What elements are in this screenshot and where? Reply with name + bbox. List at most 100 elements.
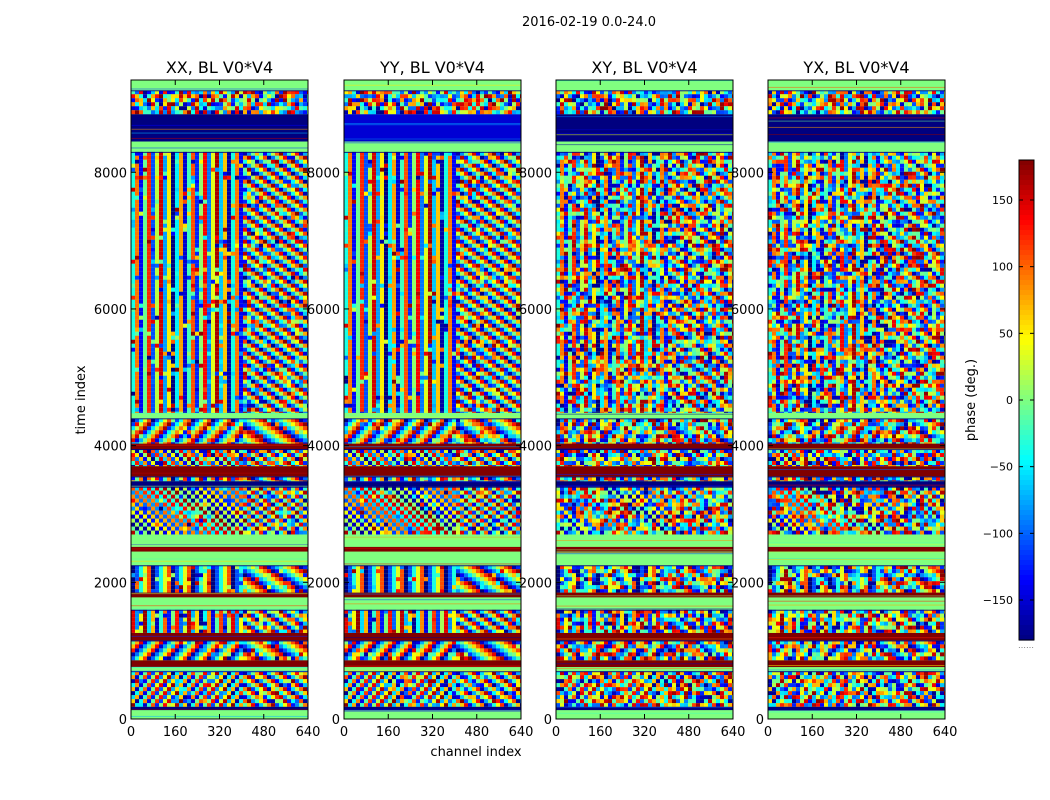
y-tick-label: 8000 xyxy=(307,166,340,181)
colorbar-segment xyxy=(1019,600,1034,606)
time-band xyxy=(131,418,308,444)
time-band xyxy=(131,632,308,641)
colorbar-segment xyxy=(1019,210,1034,216)
time-band xyxy=(344,546,521,552)
colorbar-segment xyxy=(1019,455,1034,461)
colorbar-segment xyxy=(1019,245,1034,251)
time-band xyxy=(131,534,308,547)
time-band xyxy=(344,90,521,115)
colorbar-segment xyxy=(1019,500,1034,506)
time-band xyxy=(131,565,308,593)
time-band xyxy=(556,141,733,152)
colorbar-segment xyxy=(1019,460,1034,466)
y-axis-label: time index xyxy=(74,365,89,434)
time-band xyxy=(344,449,521,467)
time-band xyxy=(768,534,945,547)
y-tick-label: 6000 xyxy=(307,303,340,318)
y-tick-label: 6000 xyxy=(519,303,552,318)
colorbar-segment xyxy=(1019,385,1034,391)
time-band xyxy=(768,632,945,641)
colorbar-segment xyxy=(1019,540,1034,546)
x-tick-label: 320 xyxy=(420,725,445,740)
colorbar-segment xyxy=(1019,395,1034,401)
colorbar-segment xyxy=(1019,275,1034,281)
time-band xyxy=(768,443,945,450)
panel-xx: XX, BL V0*V4 0 160 320 480 640 0 2000 4000 6000 80… xyxy=(94,58,321,740)
time-band xyxy=(768,418,945,444)
colorbar-segment xyxy=(1019,205,1034,211)
time-band xyxy=(131,412,308,419)
time-band xyxy=(131,546,308,552)
colorbar-tick-label: −50 xyxy=(990,461,1013,474)
time-band xyxy=(768,476,945,482)
colorbar-segment xyxy=(1019,355,1034,361)
colorbar-segment xyxy=(1019,490,1034,496)
colorbar-segment xyxy=(1019,515,1034,521)
time-band xyxy=(556,90,733,115)
colorbar-segment xyxy=(1019,315,1034,321)
time-band xyxy=(344,632,521,641)
x-tick-label: 160 xyxy=(800,725,825,740)
time-band xyxy=(556,597,733,610)
time-band xyxy=(344,114,521,142)
phase-image xyxy=(768,80,945,719)
time-band xyxy=(131,660,308,668)
time-band xyxy=(344,640,521,661)
colorbar-tick-label: 150 xyxy=(992,194,1013,207)
colorbar-segment xyxy=(1019,480,1034,486)
time-band xyxy=(556,418,733,444)
colorbar-segment xyxy=(1019,250,1034,256)
colorbar-segment xyxy=(1019,350,1034,356)
colorbar-segment xyxy=(1019,285,1034,291)
x-tick-label: 0 xyxy=(764,725,772,740)
y-tick-label: 0 xyxy=(756,713,764,728)
time-band xyxy=(344,551,521,566)
time-band xyxy=(131,141,308,152)
colorbar-segment xyxy=(1019,360,1034,366)
colorbar-segment xyxy=(1019,440,1034,446)
colorbar-segment xyxy=(1019,590,1034,596)
y-tick-label: 2000 xyxy=(94,576,127,591)
panel-title: XY, BL V0*V4 xyxy=(591,58,697,77)
time-band xyxy=(344,534,521,547)
colorbar-segment xyxy=(1019,415,1034,421)
colorbar-segment xyxy=(1019,375,1034,381)
time-band xyxy=(344,565,521,593)
colorbar-segment xyxy=(1019,335,1034,341)
time-band xyxy=(768,660,945,668)
time-band xyxy=(556,466,733,477)
colorbar-segment xyxy=(1019,340,1034,346)
phase-image xyxy=(344,80,521,719)
y-tick-label: 8000 xyxy=(731,166,764,181)
colorbar-segment xyxy=(1019,435,1034,441)
time-band xyxy=(768,412,945,419)
colorbar-segment xyxy=(1019,160,1034,166)
colorbar-segment xyxy=(1019,185,1034,191)
time-band xyxy=(556,443,733,450)
time-band xyxy=(131,80,308,91)
time-band xyxy=(344,597,521,610)
y-tick-label: 6000 xyxy=(94,303,127,318)
time-band xyxy=(768,565,945,593)
colorbar-segment xyxy=(1019,270,1034,276)
colorbar-segment xyxy=(1019,565,1034,571)
colorbar-segment xyxy=(1019,585,1034,591)
colorbar-segment xyxy=(1019,535,1034,541)
time-band xyxy=(131,706,308,711)
panels-group: XX, BL V0*V4 0 160 320 480 640 0 2000 4000 6000 80… xyxy=(94,58,958,740)
colorbar-segment xyxy=(1019,225,1034,231)
colorbar-tick-label: −100 xyxy=(983,527,1013,540)
time-band xyxy=(131,671,308,707)
y-tick-label: 4000 xyxy=(731,440,764,455)
time-band xyxy=(344,660,521,668)
x-tick-label: 480 xyxy=(676,725,701,740)
colorbar-segment xyxy=(1019,265,1034,271)
time-band xyxy=(556,476,733,482)
colorbar-tick-label: −150 xyxy=(983,594,1013,607)
colorbar-segment xyxy=(1019,475,1034,481)
colorbar-segment xyxy=(1019,580,1034,586)
time-band xyxy=(768,90,945,115)
x-tick-label: 640 xyxy=(509,725,534,740)
colorbar-segment xyxy=(1019,215,1034,221)
colorbar-segment xyxy=(1019,290,1034,296)
